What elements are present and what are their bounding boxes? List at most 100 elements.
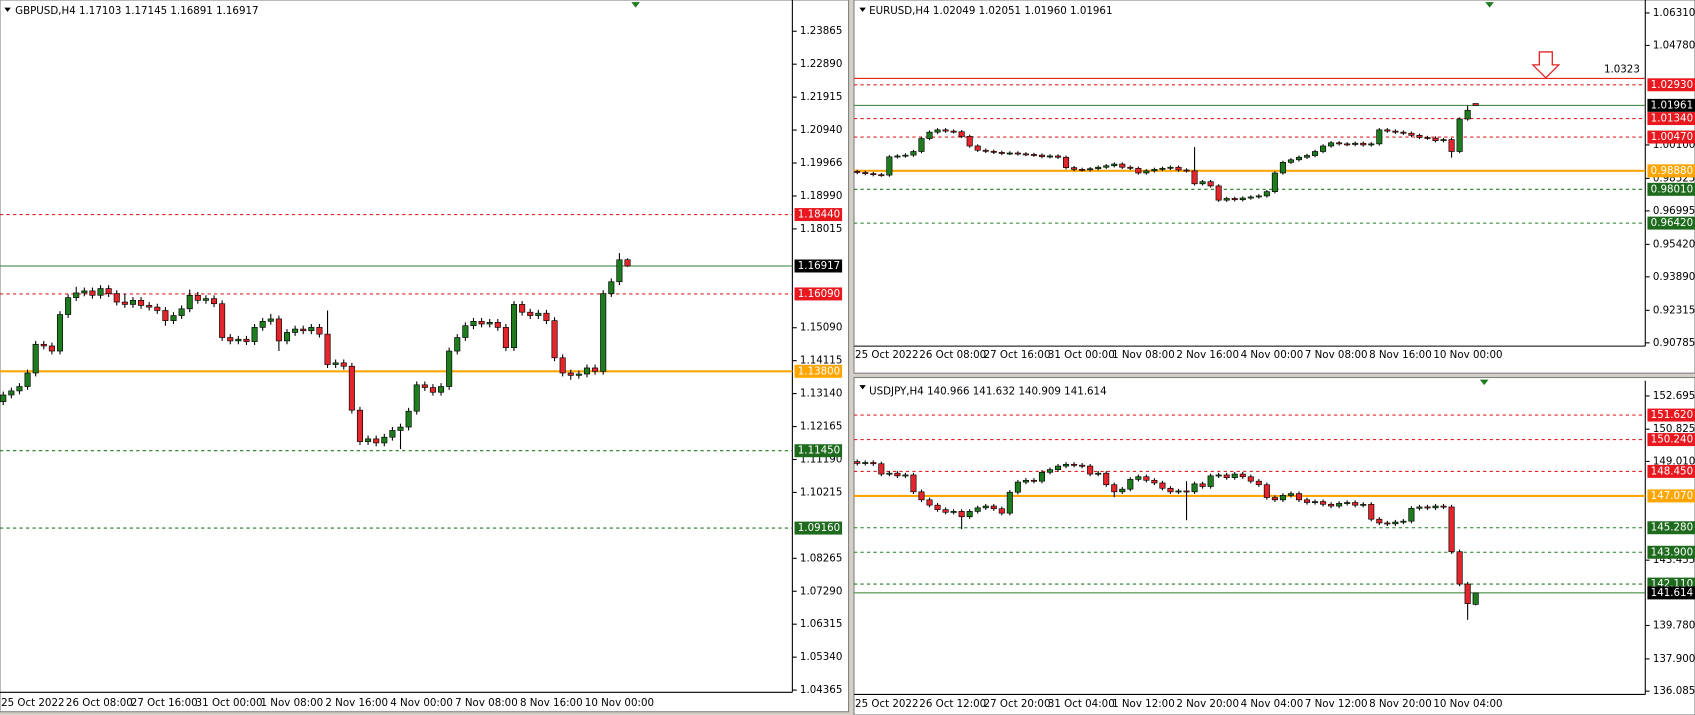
candle-body <box>982 149 989 152</box>
candle-body <box>1376 518 1383 524</box>
candle-body <box>1079 169 1086 171</box>
candle-body <box>1231 473 1238 478</box>
x-tick-label: 27 Oct 16:00 <box>131 697 198 709</box>
title-menu-icon[interactable] <box>859 7 866 12</box>
candle-body <box>421 384 428 388</box>
candle-body <box>1207 475 1214 487</box>
title-menu-icon[interactable] <box>859 385 866 390</box>
candle-body <box>1006 491 1013 514</box>
candle-body <box>478 320 485 325</box>
chart-title: GBPUSD,H4 1.17103 1.17145 1.16891 1.1691… <box>15 5 258 17</box>
y-tick-label: 150.825 <box>1653 423 1695 435</box>
x-tick-label: 26 Oct 08:00 <box>66 697 133 709</box>
candle-body <box>1135 476 1142 480</box>
candle-body <box>1352 142 1359 145</box>
candle-body <box>32 343 39 374</box>
candle-body <box>902 154 909 157</box>
level-tag <box>1647 112 1695 126</box>
candle-body <box>1271 172 1278 192</box>
y-tick-label: 1.20940 <box>800 124 842 136</box>
level-label: 1.16090 <box>798 288 840 300</box>
candle-body <box>894 155 901 158</box>
y-tick-label: 136.085 <box>1653 685 1695 697</box>
x-tick-label: 4 Nov 00:00 <box>390 697 453 709</box>
level-label: 1.16917 <box>798 260 840 272</box>
candle-body <box>1328 503 1335 507</box>
x-tick-label: 10 Nov 04:00 <box>1433 698 1502 710</box>
candle-body <box>1175 166 1182 171</box>
candle-body <box>235 338 242 342</box>
candle-body <box>454 337 461 352</box>
candle-body <box>624 259 631 267</box>
candle-body <box>243 338 250 342</box>
candle-body <box>1287 493 1294 496</box>
candle-body <box>1344 143 1351 146</box>
candle-body <box>170 315 177 321</box>
candle-body <box>918 138 925 152</box>
candle-body <box>105 288 112 294</box>
level-label: 1.0323 <box>1604 64 1640 76</box>
candle-body <box>138 300 145 306</box>
candle-body <box>1368 503 1375 520</box>
candle-body <box>1167 166 1174 169</box>
candle-body <box>878 463 885 475</box>
candle-body <box>1119 488 1126 493</box>
level-tag <box>794 364 843 378</box>
candle-body <box>1448 139 1455 152</box>
candle-body <box>1384 129 1391 132</box>
candle-body <box>551 320 558 359</box>
candle-body <box>1087 465 1094 475</box>
candle-body <box>300 328 307 332</box>
candle-body <box>1175 490 1182 493</box>
candle-body <box>1328 142 1335 147</box>
y-tick-label: 0.93890 <box>1653 271 1695 283</box>
y-tick-label: 0.92315 <box>1653 304 1695 316</box>
candle-body <box>894 472 901 477</box>
x-tick-label: 8 Nov 16:00 <box>520 697 583 709</box>
x-tick-label: 8 Nov 16:00 <box>1369 349 1432 361</box>
candle-body <box>1014 152 1021 155</box>
candle-body <box>81 290 88 294</box>
candle-body <box>886 472 893 475</box>
candle-body <box>154 306 161 311</box>
level-label: 0.96420 <box>1651 217 1693 229</box>
candle-body <box>1223 474 1230 478</box>
candle-body <box>1183 169 1190 172</box>
candle-body <box>1263 484 1270 498</box>
candle-body <box>356 409 363 442</box>
candle-body <box>470 320 477 327</box>
level-tag <box>1647 545 1695 559</box>
y-tick-label: 1.21915 <box>800 91 842 103</box>
x-tick-label: 31 Oct 00:00 <box>1048 349 1115 361</box>
candle-body <box>1247 196 1254 199</box>
candle-body <box>1014 481 1021 493</box>
candle-body <box>389 430 396 438</box>
candle-body <box>494 321 501 328</box>
y-tick-label: 0.90785 <box>1653 337 1695 349</box>
level-tag <box>794 444 843 458</box>
candle-body <box>275 318 282 342</box>
candle-body <box>1063 156 1070 168</box>
candle-body <box>1151 479 1158 484</box>
candle-body <box>600 293 607 372</box>
candle-body <box>862 462 869 464</box>
candle-body <box>1127 479 1134 490</box>
shift-marker <box>1479 379 1489 386</box>
candle-body <box>1352 502 1359 506</box>
x-tick-label: 27 Oct 16:00 <box>984 349 1051 361</box>
candle-body <box>1022 479 1029 483</box>
level-tag <box>794 208 843 222</box>
candle-body <box>1408 132 1415 136</box>
candle-body <box>1215 185 1222 201</box>
y-tick-label: 1.15090 <box>800 322 842 334</box>
candle-body <box>1095 472 1102 475</box>
y-tick-label: 1.13140 <box>800 388 842 400</box>
candle-body <box>1360 503 1367 506</box>
title-menu-icon[interactable] <box>4 7 11 12</box>
candle-body <box>259 320 266 328</box>
candle-body <box>1400 131 1407 134</box>
level-label: 1.13800 <box>798 365 840 377</box>
candle-body <box>998 152 1005 154</box>
candle-body <box>1143 170 1150 174</box>
